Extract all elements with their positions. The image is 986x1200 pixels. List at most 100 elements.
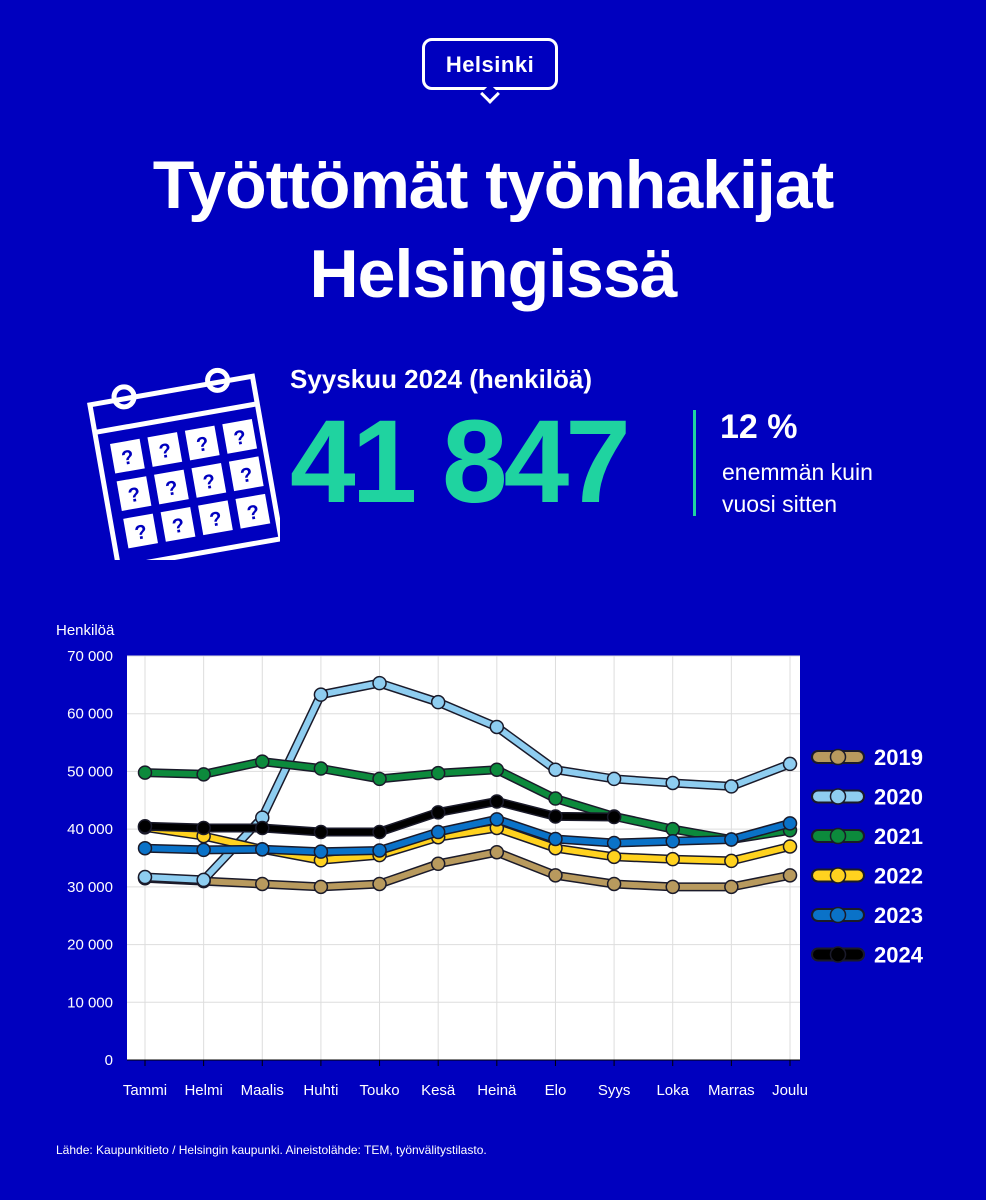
y-tick-label: 40 000: [67, 821, 113, 838]
data-point: [196, 767, 211, 782]
data-point: [372, 843, 387, 858]
calendar-cell-glyph: ?: [239, 464, 255, 488]
stat-label: Syyskuu 2024 (henkilöä): [290, 364, 593, 394]
legend-marker: [829, 867, 847, 884]
legend-item: 2019: [811, 745, 923, 770]
series-line: [142, 816, 793, 855]
data-point: [255, 842, 270, 857]
page-title-line1: Työttömät työnhakijat: [152, 147, 834, 223]
legend-item: 2021: [811, 824, 923, 849]
change-desc-line2: vuosi sitten: [722, 491, 838, 517]
page-title-line2: Helsingissä: [309, 236, 678, 312]
data-point: [372, 876, 387, 892]
x-tick-label: Marras: [708, 1082, 755, 1099]
data-point: [548, 868, 563, 883]
calendar-cell-glyph: ?: [120, 446, 136, 470]
calendar-cell: [154, 469, 189, 505]
data-point: [137, 840, 153, 856]
helsinki-logo: Helsinki: [422, 38, 558, 104]
data-point: [489, 762, 505, 777]
data-point: [606, 771, 622, 787]
calendar-cell-glyph: ?: [133, 521, 149, 545]
x-tick-label: Maalis: [241, 1082, 284, 1099]
data-point: [724, 832, 739, 847]
series-2019: [137, 844, 798, 895]
legend-label: 2024: [874, 943, 924, 968]
data-point: [196, 820, 211, 836]
data-point: [430, 856, 446, 872]
calendar-cell: [160, 507, 196, 542]
data-point: [606, 876, 622, 892]
change-desc-line1: enemmän kuin: [722, 459, 873, 485]
divider: [693, 410, 696, 516]
series-2024: [137, 794, 622, 840]
calendar-cell-glyph: ?: [201, 470, 217, 494]
data-point: [255, 876, 270, 892]
logo-notch: [480, 84, 500, 104]
legend-label: 2023: [874, 903, 923, 928]
calendar-cell-glyph: ?: [195, 433, 211, 457]
data-point: [548, 809, 563, 824]
line-chart: 0 10 000 20 000 30 000 40 000 50 000 60 000 70 …: [67, 648, 924, 1099]
source-note: Lähde: Kaupunkitieto / Helsingin kaupunk…: [56, 1143, 487, 1157]
y-tick-label: 10 000: [67, 994, 113, 1011]
data-point: [313, 844, 329, 859]
data-point: [782, 756, 798, 772]
x-tick-label: Heinä: [477, 1082, 517, 1099]
x-tick-label: Tammi: [123, 1082, 167, 1099]
calendar-cell-glyph: ?: [232, 426, 248, 450]
calendar-icon: ????????????: [87, 367, 280, 560]
data-point: [782, 816, 798, 831]
legend-label: 2022: [874, 864, 923, 889]
legend-label: 2019: [874, 745, 923, 770]
legend-marker: [829, 748, 847, 766]
calendar-cell: [222, 418, 258, 454]
data-point: [548, 831, 563, 847]
calendar-cell: [184, 425, 220, 461]
data-point: [196, 872, 211, 888]
legend-label: 2020: [874, 785, 923, 810]
calendar-cell-glyph: ?: [157, 440, 173, 464]
x-tick-label: Kesä: [421, 1082, 456, 1099]
x-tick-label: Elo: [545, 1082, 567, 1099]
data-point: [665, 821, 680, 837]
data-point: [255, 820, 270, 836]
series-2020: [137, 675, 798, 888]
calendar-cell-glyph: ?: [164, 477, 180, 501]
data-point: [665, 851, 680, 867]
data-point: [606, 835, 622, 851]
data-point: [724, 879, 739, 895]
data-point: [372, 824, 387, 840]
logo-text: Helsinki: [445, 52, 535, 77]
series-line: [142, 849, 793, 890]
data-point: [724, 853, 739, 869]
stat-value: 41 847: [290, 396, 631, 528]
calendar-cell: [228, 456, 264, 492]
x-tick-label: Huhti: [303, 1082, 338, 1099]
data-point: [196, 842, 211, 858]
data-point: [489, 794, 505, 809]
calendar-cell-glyph: ?: [126, 484, 142, 508]
data-point: [137, 819, 153, 834]
y-tick-label: 20 000: [67, 937, 113, 954]
change-description: enemmän kuin vuosi sitten: [722, 456, 873, 520]
data-point: [137, 869, 153, 885]
legend-marker: [829, 906, 847, 924]
data-point: [606, 809, 622, 825]
data-point: [665, 775, 680, 791]
y-tick-label: 60 000: [67, 706, 113, 723]
data-point: [489, 812, 505, 827]
legend-label: 2021: [874, 824, 923, 849]
data-point: [606, 849, 622, 865]
y-tick-label: 0: [105, 1052, 113, 1069]
y-tick-label: 70 000: [67, 648, 113, 665]
calendar-cell-glyph: ?: [170, 514, 186, 538]
calendar-cell: [198, 500, 233, 536]
x-tick-label: Syys: [598, 1082, 631, 1099]
data-point: [313, 879, 329, 895]
data-point: [430, 694, 446, 710]
legend-item: 2023: [811, 903, 923, 928]
data-point: [255, 754, 270, 769]
calendar-cell: [123, 513, 158, 549]
legend-marker: [829, 827, 847, 845]
